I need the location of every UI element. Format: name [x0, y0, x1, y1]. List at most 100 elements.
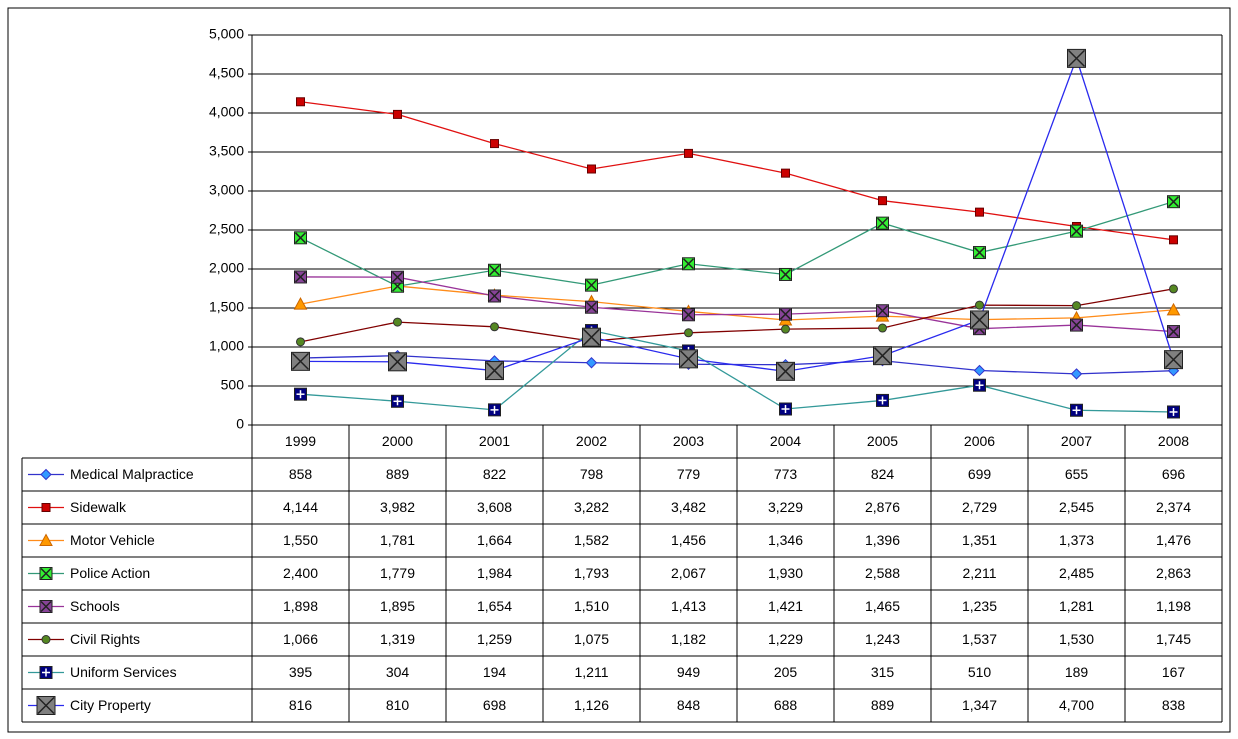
table-value: 2,400 [283, 565, 318, 581]
marker [973, 378, 986, 392]
series-line [300, 285, 1174, 321]
marker [1169, 235, 1178, 245]
marker-shape [876, 217, 889, 229]
table-value: 304 [386, 664, 410, 680]
marker-shape [973, 247, 986, 259]
marker-shape [878, 323, 887, 333]
table-value: 1,346 [768, 532, 803, 548]
table-value: 1,779 [380, 565, 415, 581]
marker [876, 304, 889, 318]
table-value: 3,229 [768, 499, 803, 515]
table-value: 1,259 [477, 631, 512, 647]
table-value: 889 [871, 697, 895, 713]
y-tick-label: 2,500 [209, 221, 244, 237]
y-tick-label: 2,000 [209, 260, 244, 276]
marker [973, 364, 986, 377]
series-line [300, 329, 1174, 413]
legend-label: Civil Rights [70, 631, 140, 647]
marker-shape [393, 317, 402, 327]
table-value: 1,781 [380, 532, 415, 548]
table-value: 1,075 [574, 631, 609, 647]
table-value: 1,319 [380, 631, 415, 647]
y-tick-label: 1,500 [209, 299, 244, 315]
marker-shape [1070, 225, 1083, 237]
marker-shape [1167, 326, 1180, 338]
marker-shape [876, 305, 889, 317]
marker-shape [40, 567, 52, 580]
marker [1067, 48, 1086, 68]
legend-entry: Schools [28, 598, 120, 614]
marker-shape [873, 347, 892, 365]
table-value: 1,476 [1156, 532, 1191, 548]
marker-shape [781, 324, 790, 334]
marker-shape [39, 533, 53, 546]
marker-shape [684, 328, 693, 338]
table-value: 779 [677, 466, 701, 482]
y-tick-label: 4,500 [209, 65, 244, 81]
marker-shape [779, 268, 792, 280]
x-tick-label: 2002 [576, 433, 607, 449]
marker [1167, 405, 1180, 419]
y-tick-label: 0 [236, 416, 244, 432]
marker-shape [776, 362, 795, 380]
x-tick-label: 1999 [285, 433, 316, 449]
table-value: 1,421 [768, 598, 803, 614]
table-value: 699 [968, 466, 992, 482]
marker-shape [975, 207, 984, 217]
table-value: 189 [1065, 664, 1089, 680]
marker [970, 310, 989, 330]
table-value: 698 [483, 697, 507, 713]
table-value: 194 [483, 664, 507, 680]
marker [582, 327, 601, 347]
marker [388, 352, 407, 372]
chart-border [7, 7, 1231, 733]
marker [1070, 318, 1083, 332]
table-value: 3,482 [671, 499, 706, 515]
marker-shape [587, 164, 596, 174]
marker-shape [40, 600, 52, 613]
legend-marker [39, 666, 53, 679]
table-value: 4,144 [283, 499, 318, 515]
marker-shape [779, 308, 792, 320]
table-value: 1,066 [283, 631, 318, 647]
marker [1166, 302, 1181, 316]
series-line [300, 101, 1174, 241]
marker [393, 317, 402, 327]
marker [973, 246, 986, 260]
legend-label: Motor Vehicle [70, 532, 155, 548]
table-value: 798 [580, 466, 604, 482]
marker [776, 361, 795, 381]
series-line [300, 56, 1175, 372]
marker-shape [294, 271, 307, 283]
legend-marker [40, 468, 52, 481]
legend-entry: Sidewalk [28, 499, 127, 515]
marker [1070, 403, 1083, 417]
table-value: 696 [1162, 466, 1186, 482]
marker [975, 207, 984, 217]
marker [391, 394, 404, 408]
table-value: 2,485 [1059, 565, 1094, 581]
table-value: 824 [871, 466, 895, 482]
series-line [300, 201, 1174, 287]
marker-shape [682, 258, 695, 270]
marker-shape [973, 364, 986, 377]
marker [393, 109, 402, 119]
table-value: 2,729 [962, 499, 997, 515]
marker [296, 337, 305, 347]
table-value: 1,211 [575, 664, 609, 680]
marker [684, 148, 693, 158]
table-value: 688 [774, 697, 798, 713]
table-value: 2,863 [1156, 565, 1191, 581]
table-value: 1,456 [671, 532, 706, 548]
marker [296, 97, 305, 107]
marker [293, 297, 308, 310]
table-value: 395 [289, 664, 313, 680]
table-value: 889 [386, 466, 410, 482]
table-value: 1,537 [962, 631, 997, 647]
marker-shape [1067, 49, 1086, 67]
marker-shape [485, 362, 504, 380]
table-value: 2,211 [963, 565, 997, 581]
table-value: 773 [774, 466, 798, 482]
table-value: 1,530 [1059, 631, 1094, 647]
marker [291, 351, 310, 371]
